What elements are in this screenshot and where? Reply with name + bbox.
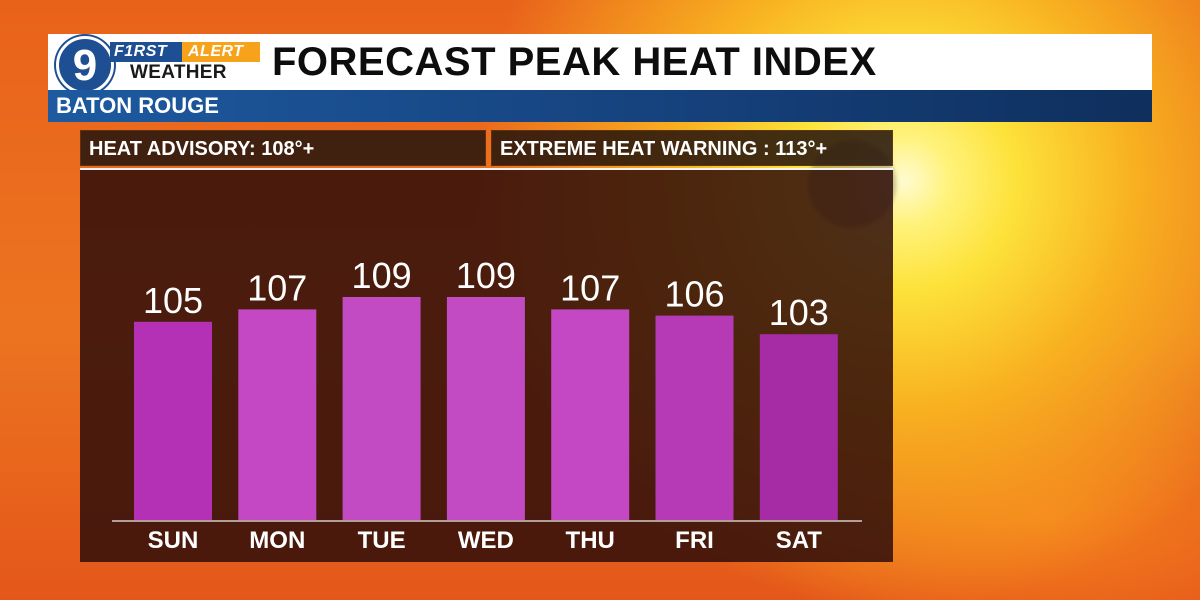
tick-label-sun: SUN [148, 527, 199, 554]
tick-label-tue: TUE [358, 527, 406, 554]
extreme-heat-warning-box: EXTREME HEAT WARNING : 113°+ [491, 130, 893, 166]
logo-first-text: F1RST [114, 43, 168, 60]
heat-index-bar-chart: 105 SUN 107 MON 109 TUE 109 WED 107 THU 106 FRI 103 S… [112, 255, 862, 554]
data-label-tue: 109 [352, 255, 412, 296]
first-alert-badge: F1RST ALERT [110, 42, 260, 62]
data-label-sun: 105 [143, 280, 203, 321]
bar-tue [342, 297, 421, 520]
location-bar: BATON ROUGE [48, 90, 1152, 122]
tick-label-thu: THU [566, 527, 615, 554]
logo-weather-text: WEATHER [130, 62, 227, 83]
header-bar: 9 F1RST ALERT WEATHER FORECAST PEAK HEAT… [48, 34, 1152, 94]
data-label-wed: 109 [456, 255, 516, 296]
tick-label-wed: WED [458, 527, 514, 554]
logo-number: 9 [72, 41, 98, 90]
tick-label-sat: SAT [776, 527, 823, 554]
logo-alert-text: ALERT [188, 43, 244, 60]
bar-sat [759, 334, 838, 520]
chart-panel: 105 SUN 107 MON 109 TUE 109 WED 107 THU 106 FRI 103 S… [80, 168, 893, 562]
bar-mon [238, 309, 317, 520]
location-label: BATON ROUGE [56, 93, 219, 118]
bar-fri [655, 315, 734, 520]
data-label-fri: 106 [664, 274, 724, 315]
data-label-mon: 107 [247, 267, 307, 308]
bar-wed [446, 297, 525, 520]
bar-thu [551, 309, 630, 520]
heat-advisory-box: HEAT ADVISORY: 108°+ [80, 130, 486, 166]
bar-sun [134, 321, 212, 520]
data-label-sat: 103 [769, 292, 829, 333]
tick-label-mon: MON [249, 527, 305, 554]
tick-label-fri: FRI [675, 527, 714, 554]
page-title: FORECAST PEAK HEAT INDEX [272, 40, 877, 84]
data-label-thu: 107 [560, 267, 620, 308]
station-logo: 9 [56, 36, 114, 94]
